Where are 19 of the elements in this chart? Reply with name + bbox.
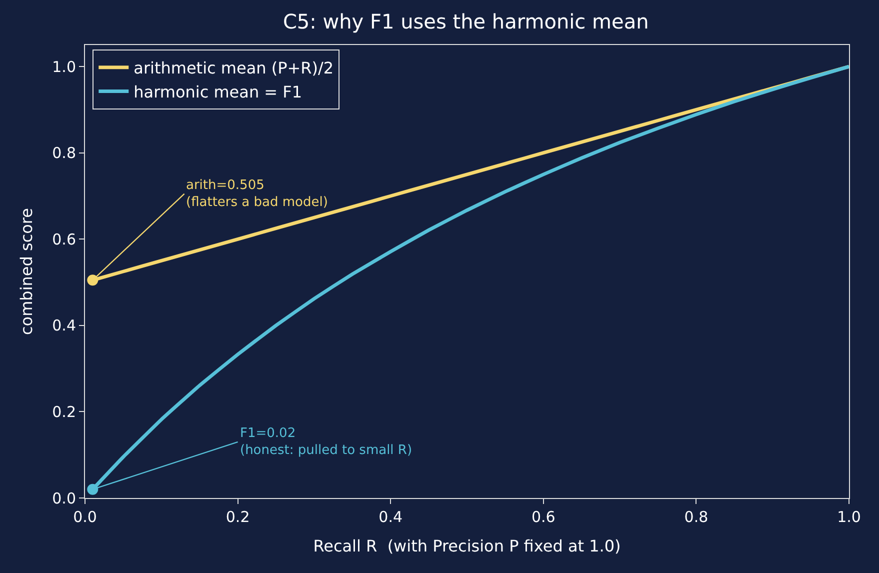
- x-tick-label: 0.6: [531, 508, 556, 526]
- y-tick-label: 0.2: [52, 402, 76, 421]
- x-tick-label: 1.0: [837, 508, 861, 526]
- legend-label: harmonic mean = F1: [134, 82, 302, 102]
- x-tick-label: 0.8: [684, 508, 708, 526]
- annotation: arith=0.505 (flatters a bad model): [186, 178, 328, 210]
- annotation: F1=0.02 (honest: pulled to small R): [240, 426, 412, 458]
- y-tick-label: 0.4: [52, 316, 76, 335]
- y-axis-title: combined score: [17, 208, 36, 335]
- y-tick-label: 0.6: [52, 230, 76, 248]
- y-tick-label: 0.0: [52, 489, 76, 508]
- x-tick-label: 0.0: [73, 508, 97, 526]
- y-tick-label: 0.8: [52, 144, 76, 162]
- x-axis-title: Recall R (with Precision P fixed at 1.0): [313, 536, 621, 556]
- chart-title: C5: why F1 uses the harmonic mean: [282, 9, 649, 34]
- y-tick-label: 1.0: [52, 58, 76, 76]
- x-tick-label: 0.4: [378, 508, 403, 526]
- legend-label: arithmetic mean (P+R)/2: [134, 58, 334, 78]
- x-tick-label: 0.2: [226, 508, 250, 526]
